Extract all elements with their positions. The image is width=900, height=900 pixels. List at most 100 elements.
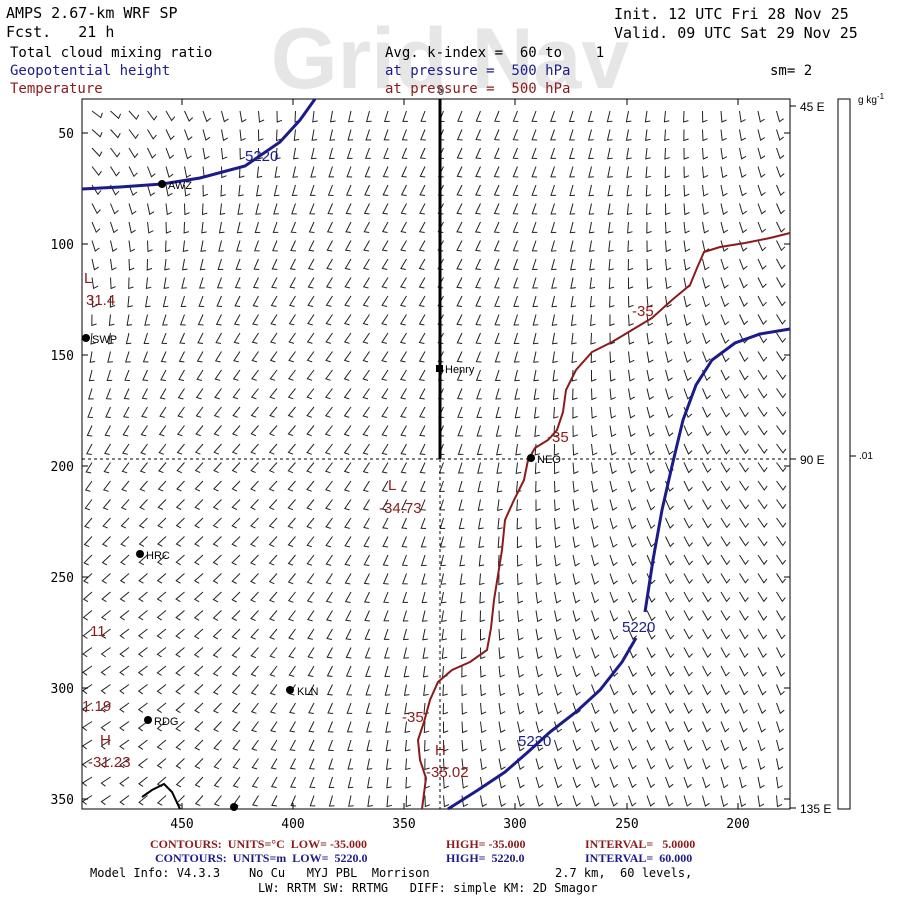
wind-barb xyxy=(683,573,693,585)
wind-barb xyxy=(739,462,749,473)
wind-barb xyxy=(252,277,259,289)
wind-barb xyxy=(110,110,122,120)
wind-barb xyxy=(250,554,259,566)
wind-barb xyxy=(552,388,559,401)
wind-barb xyxy=(514,369,520,382)
wind-barb xyxy=(628,295,634,308)
wind-barb xyxy=(628,776,637,789)
wind-barb xyxy=(702,443,712,455)
wind-barb xyxy=(609,314,615,327)
wind-barb xyxy=(362,295,370,307)
wind-barb xyxy=(645,203,652,216)
wind-barb xyxy=(739,314,749,326)
wind-barb xyxy=(515,443,521,456)
wind-barb xyxy=(609,406,617,419)
wind-barb xyxy=(776,388,787,399)
wind-barb xyxy=(110,258,117,271)
wind-barb xyxy=(328,758,334,770)
x-tick-label: 350 xyxy=(392,817,415,832)
wind-barb xyxy=(287,499,296,511)
wind-barb xyxy=(628,684,637,696)
wind-barb xyxy=(569,166,575,178)
height-contour-east xyxy=(643,327,791,613)
wind-barb xyxy=(202,184,209,197)
station-dot-rdg xyxy=(144,716,152,724)
wind-barb xyxy=(512,258,519,270)
wind-barb xyxy=(140,443,148,455)
wind-barb xyxy=(554,480,560,493)
wind-barb xyxy=(147,203,155,216)
wind-barb xyxy=(201,221,207,234)
wind-barb xyxy=(308,739,315,751)
wind-barb xyxy=(100,795,111,806)
wind-barb xyxy=(646,499,656,511)
wind-barb xyxy=(553,406,559,419)
wind-barb xyxy=(757,758,766,771)
wind-barb xyxy=(550,110,556,122)
wind-barb xyxy=(514,388,521,400)
wind-barb xyxy=(364,184,370,196)
wind-barb xyxy=(213,758,222,770)
wind-barb xyxy=(292,147,299,160)
wind-barb xyxy=(568,110,575,123)
wind-barb xyxy=(628,314,634,327)
wind-barb xyxy=(554,462,560,475)
station-dot-hrc xyxy=(136,550,144,558)
wind-barb xyxy=(424,758,430,771)
wind-barb xyxy=(177,406,185,418)
extremum-letter: H xyxy=(100,732,111,749)
wind-barb xyxy=(498,684,506,697)
wind-barb xyxy=(400,203,407,215)
wind-barb xyxy=(344,295,352,307)
wind-barb xyxy=(572,610,581,622)
wind-barb xyxy=(364,147,371,159)
wind-barb xyxy=(590,332,596,345)
wind-barb xyxy=(400,425,407,437)
station-label-hrc: HRC xyxy=(146,550,170,562)
wind-barb xyxy=(512,277,519,289)
wind-barb xyxy=(646,462,655,474)
wind-barb xyxy=(720,517,731,529)
wind-barb xyxy=(231,702,241,714)
wind-barb xyxy=(250,591,259,603)
wind-barb xyxy=(437,221,444,233)
wind-barb xyxy=(720,795,729,808)
wind-barb xyxy=(119,739,130,750)
wind-barb xyxy=(138,610,148,621)
wind-barb xyxy=(480,758,487,771)
wind-barb xyxy=(163,277,170,289)
wind-barb xyxy=(552,351,558,364)
wind-barb xyxy=(533,406,540,419)
wind-barb xyxy=(128,129,139,140)
wind-barb xyxy=(251,351,259,363)
wind-barb xyxy=(181,277,187,289)
wind-barb xyxy=(535,573,542,586)
wind-barb xyxy=(646,351,654,364)
wind-barb xyxy=(326,258,333,270)
wind-barb xyxy=(609,462,617,475)
wind-barb xyxy=(609,665,619,678)
wind-barb xyxy=(405,776,411,789)
wind-barb xyxy=(461,739,468,752)
wind-barb xyxy=(646,443,655,456)
wind-barb xyxy=(404,739,411,752)
wind-barb xyxy=(274,166,281,178)
wind-barb xyxy=(195,425,204,437)
wind-barb xyxy=(591,573,599,585)
wind-barb xyxy=(534,425,540,438)
wind-barb xyxy=(139,480,148,492)
wind-barb xyxy=(288,332,296,344)
wind-barb xyxy=(550,203,557,215)
wind-barb xyxy=(683,739,693,752)
wind-barb xyxy=(720,702,730,714)
wind-barb xyxy=(609,388,616,401)
wind-barb xyxy=(418,369,426,381)
wind-barb xyxy=(496,443,502,456)
wind-barb xyxy=(250,665,259,677)
wind-barb xyxy=(720,647,730,659)
wind-barb xyxy=(456,369,463,381)
wind-barb xyxy=(475,184,481,196)
wind-barb xyxy=(147,110,158,121)
wind-barb xyxy=(181,258,188,271)
wind-barb xyxy=(121,443,130,455)
